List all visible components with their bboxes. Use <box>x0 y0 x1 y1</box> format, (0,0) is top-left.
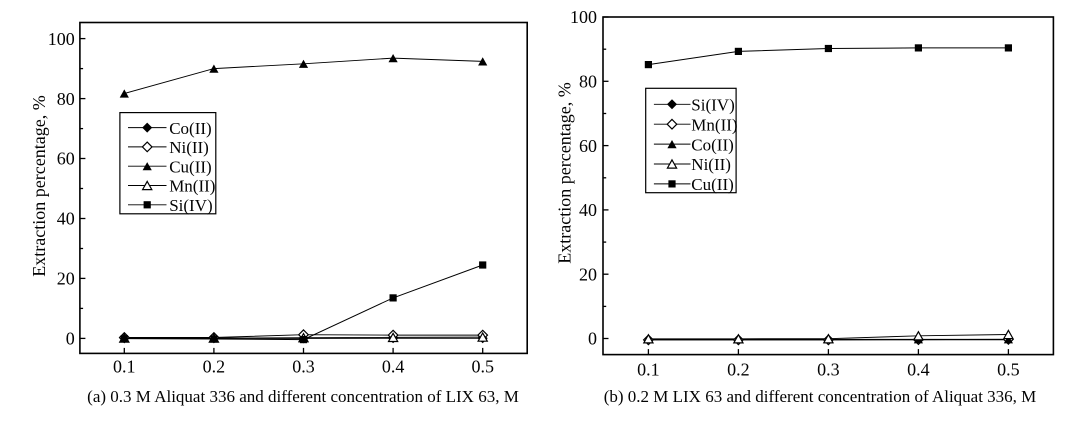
svg-text:0.2: 0.2 <box>203 357 226 377</box>
svg-text:0.4: 0.4 <box>382 357 405 377</box>
svg-text:0.3: 0.3 <box>292 357 315 377</box>
svg-text:100: 100 <box>48 29 75 49</box>
svg-text:Extraction percentage, %: Extraction percentage, % <box>29 95 49 276</box>
svg-text:Mn(II): Mn(II) <box>691 115 737 134</box>
svg-text:0.1: 0.1 <box>113 357 136 377</box>
svg-text:Si(IV): Si(IV) <box>169 196 212 215</box>
svg-text:60: 60 <box>579 136 597 156</box>
svg-text:20: 20 <box>57 269 75 289</box>
svg-text:0.2: 0.2 <box>727 360 750 380</box>
svg-text:Ni(II): Ni(II) <box>691 155 731 174</box>
svg-text:Cu(II): Cu(II) <box>691 175 733 194</box>
svg-text:40: 40 <box>579 200 597 220</box>
svg-text:Co(II): Co(II) <box>691 135 733 154</box>
svg-text:Ni(II): Ni(II) <box>169 138 209 157</box>
svg-text:0: 0 <box>66 329 75 349</box>
svg-text:Extraction percentage, %: Extraction percentage, % <box>555 82 575 263</box>
svg-text:0.5: 0.5 <box>471 357 494 377</box>
svg-text:(a) 0.3 M Aliquat 336 and diff: (a) 0.3 M Aliquat 336 and different conc… <box>87 387 519 406</box>
svg-text:80: 80 <box>579 72 597 92</box>
svg-text:60: 60 <box>57 149 75 169</box>
svg-text:0.3: 0.3 <box>817 360 840 380</box>
svg-text:100: 100 <box>570 7 597 27</box>
svg-text:20: 20 <box>579 264 597 284</box>
svg-text:0.1: 0.1 <box>637 360 660 380</box>
svg-text:0.4: 0.4 <box>907 360 930 380</box>
svg-text:80: 80 <box>57 89 75 109</box>
svg-text:Co(II): Co(II) <box>169 119 211 138</box>
svg-text:(b) 0.2 M LIX 63 and different: (b) 0.2 M LIX 63 and different concentra… <box>604 387 1037 406</box>
svg-text:0: 0 <box>588 329 597 349</box>
svg-text:Mn(II): Mn(II) <box>169 177 215 196</box>
svg-text:Si(IV): Si(IV) <box>691 96 734 115</box>
svg-text:0.5: 0.5 <box>997 360 1020 380</box>
svg-text:40: 40 <box>57 209 75 229</box>
svg-text:Cu(II): Cu(II) <box>169 157 211 176</box>
